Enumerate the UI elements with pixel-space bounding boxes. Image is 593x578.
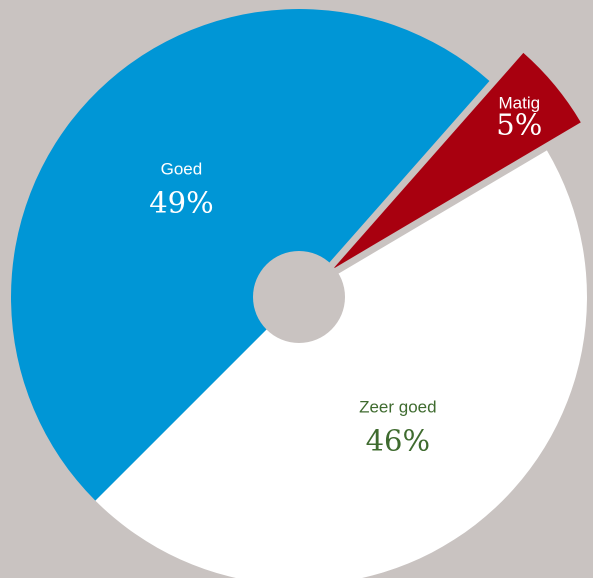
slice-zeer-goed	[95, 150, 587, 578]
data-label-goed-percent: 49%	[149, 186, 213, 220]
data-label-matig-name: Matig	[499, 94, 541, 113]
data-label-goed-name: Goed	[161, 160, 203, 179]
center-hole	[253, 251, 345, 343]
slice-goed	[10, 8, 490, 501]
data-label-zeer-goed-name: Zeer goed	[359, 397, 437, 416]
data-label-zeer-goed-percent: 46%	[366, 423, 430, 457]
slice-matig	[332, 52, 581, 269]
data-label-matig-percent: 5%	[496, 108, 542, 142]
